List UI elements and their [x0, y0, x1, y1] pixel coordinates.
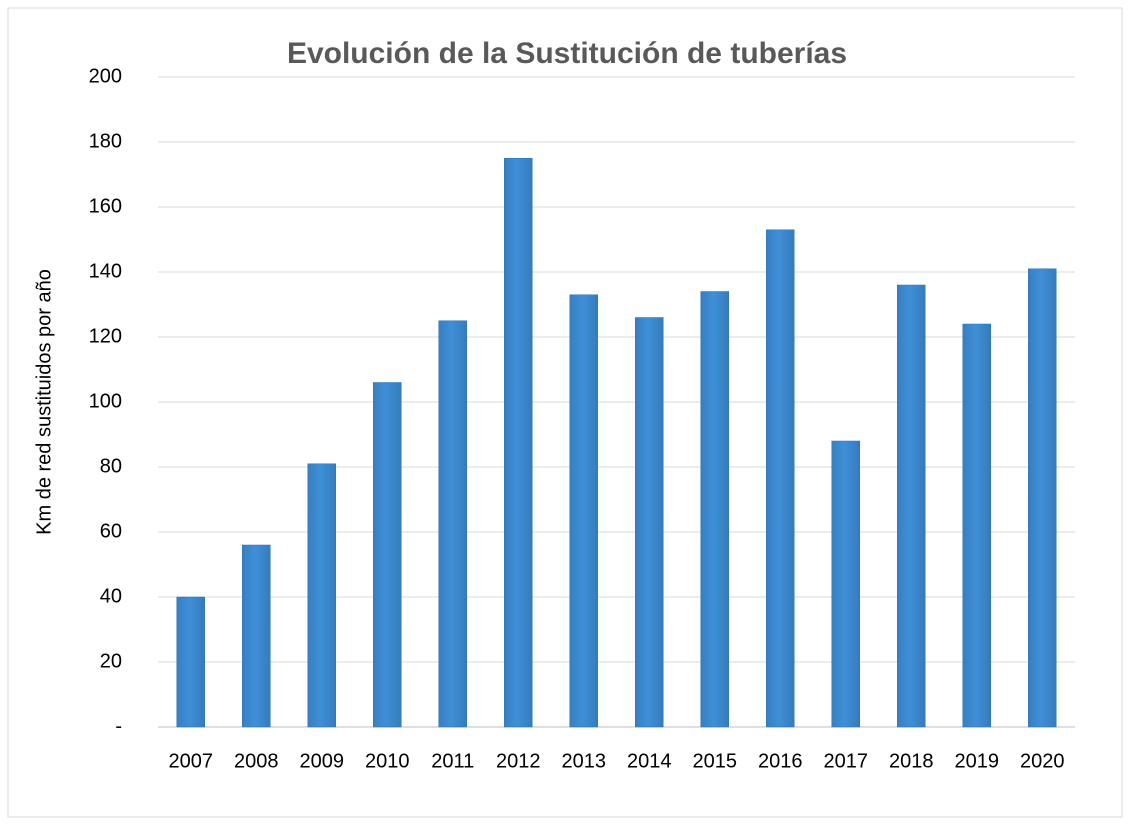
chart-frame [7, 7, 1123, 818]
y-tick-label: 100 [89, 390, 122, 412]
y-tick-label: 200 [89, 65, 122, 87]
bar [176, 596, 205, 728]
bar [504, 158, 533, 728]
y-tick-label: 120 [89, 325, 122, 347]
bar [242, 544, 271, 728]
bar [962, 323, 991, 728]
chart-title: Evolución de la Sustitución de tuberías [287, 37, 847, 70]
x-tick-label: 2019 [955, 750, 1000, 772]
bar [897, 284, 926, 728]
bar [307, 463, 336, 728]
y-axis-label: Km de red sustituidos por año [33, 269, 55, 535]
y-tick-label: 40 [100, 585, 122, 607]
bar [569, 294, 598, 728]
x-tick-label: 2012 [496, 750, 541, 772]
y-tick-label: 20 [100, 650, 122, 672]
bar [1028, 268, 1057, 728]
y-tick-label: - [115, 715, 122, 737]
bar [700, 291, 729, 728]
x-tick-label: 2009 [300, 750, 345, 772]
x-tick-label: 2017 [824, 750, 869, 772]
y-tick-label: 60 [100, 520, 122, 542]
y-tick-label: 180 [89, 130, 122, 152]
x-tick-label: 2010 [365, 750, 410, 772]
bar [635, 317, 664, 728]
x-tick-label: 2007 [169, 750, 214, 772]
bar [373, 382, 402, 728]
bar [438, 320, 467, 728]
x-tick-label: 2020 [1020, 750, 1065, 772]
y-tick-label: 80 [100, 455, 122, 477]
x-tick-label: 2014 [627, 750, 672, 772]
x-tick-label: 2011 [431, 750, 474, 772]
x-tick-label: 2008 [234, 750, 279, 772]
bar [766, 229, 795, 728]
x-tick-label: 2016 [758, 750, 803, 772]
x-tick-label: 2018 [889, 750, 934, 772]
x-tick-label: 2013 [562, 750, 607, 772]
y-tick-label: 160 [89, 195, 122, 217]
bar [831, 440, 860, 728]
x-tick-label: 2015 [693, 750, 738, 772]
y-tick-label: 140 [89, 260, 122, 282]
